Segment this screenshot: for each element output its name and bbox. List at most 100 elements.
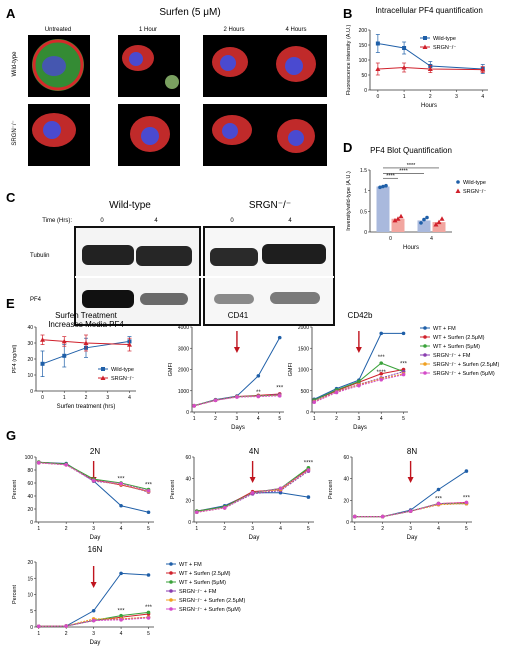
panel-letter-c: C: [6, 190, 16, 205]
x-tick-label: 4: [120, 631, 123, 637]
x-tick-label: 5: [147, 631, 150, 637]
x-tick-label: 5: [147, 526, 150, 532]
x-tick-label: 5: [465, 526, 468, 532]
legend-marker: [169, 571, 173, 575]
legend-marker: [423, 36, 427, 40]
y-tick-label: 0: [364, 230, 367, 236]
blot-band-pf4-ko-4: [270, 292, 320, 304]
data-point: [375, 41, 380, 46]
y-tick-label: 60: [185, 455, 191, 461]
data-point: [235, 395, 239, 399]
legend-label: Wild-type: [111, 367, 134, 373]
x-tick-label: 3: [106, 395, 109, 401]
x-tick-label: 3: [357, 416, 360, 422]
replicate-point: [395, 216, 401, 221]
y-tick-label: 20: [27, 560, 33, 566]
x-axis-label: Day: [90, 535, 101, 541]
legend-label: SRGN⁻/⁻ + FM: [179, 589, 217, 595]
significance-label: ***: [118, 476, 126, 482]
data-point: [464, 469, 469, 473]
x-tick-label: 0: [41, 395, 44, 401]
x-tick-label: 4: [279, 526, 282, 532]
x-tick-label: 4: [437, 526, 440, 532]
significance-label: ***: [400, 361, 408, 367]
blot-band-pf4-ko-0: [214, 294, 254, 304]
legend-label: WT + Surfen (5μM): [179, 580, 226, 586]
y-tick-label: 1.5: [360, 168, 367, 174]
data-point: [36, 461, 41, 465]
legend-marker: [456, 180, 460, 184]
data-point: [402, 46, 407, 50]
x-axis-label: Surfen treatment (hrs): [57, 404, 116, 410]
replicate-point: [419, 221, 423, 225]
x-tick-label: 5: [278, 416, 281, 422]
series-line: [38, 462, 149, 492]
legend-label: WT + Surfen (2.5μM): [433, 335, 485, 341]
microscopy-row-wt: Wild-type: [12, 51, 18, 77]
blot-time-3: 4: [288, 218, 292, 224]
replicate-point: [425, 215, 429, 220]
bar: [376, 186, 390, 232]
treatment-arrow-head: [355, 347, 362, 353]
microscopy-panel: Surfen (5 μM) Untreated 1 Hour 2 Hours 4…: [12, 7, 327, 166]
micro-cell: [32, 39, 84, 91]
y-axis-label: Percent: [12, 480, 18, 499]
micro-nucleus: [43, 121, 61, 139]
blot-band-tubulin-ko-0: [210, 248, 258, 266]
data-point: [250, 490, 255, 495]
chart-pf4-blot-quantification: PF4 Blot Quantification 0 0.5 1 1.5 Hours Inve…: [346, 146, 486, 251]
legend-marker: [169, 598, 173, 602]
x-tick-label: 0: [376, 94, 379, 100]
panel-letter-d: D: [343, 140, 352, 155]
y-tick-label: 0: [188, 520, 191, 526]
y-tick-label: 40: [27, 325, 33, 331]
x-tick-label: 3: [409, 526, 412, 532]
data-point: [91, 608, 96, 613]
y-tick-label: 1: [364, 189, 367, 195]
chart-title: 2N: [90, 447, 100, 456]
data-point: [312, 400, 317, 405]
x-axis-label: Day: [407, 535, 418, 541]
y-tick-label: 30: [27, 341, 33, 347]
data-point: [126, 342, 132, 347]
chart-title: PF4 Blot Quantification: [370, 146, 452, 155]
data-point: [379, 331, 384, 336]
x-axis-label: Days: [353, 425, 367, 431]
y-axis-label: Fluorescence intensity (A.U.): [346, 25, 352, 96]
legend-label: WT + Surfen (2.5μM): [179, 571, 231, 577]
y-tick-label: 0: [30, 625, 33, 631]
y-tick-label: 1000: [298, 368, 309, 374]
chart-title: 8N: [407, 447, 417, 456]
legend-marker: [422, 44, 428, 49]
legend-label: SRGN⁻/⁻: [111, 376, 134, 382]
data-point: [357, 383, 361, 388]
legend-label: SRGN⁻/⁻ + Surfen (2.5μM): [433, 362, 499, 368]
y-tick-label: 0: [364, 88, 367, 94]
x-tick-label: 4: [128, 395, 131, 401]
significance-label: **: [256, 390, 261, 396]
legend-marker: [423, 362, 427, 366]
legend-marker: [423, 371, 427, 375]
data-point: [62, 353, 67, 358]
x-tick-label: 2: [381, 526, 384, 532]
data-point: [119, 503, 123, 508]
legend-label: WT + FM: [433, 326, 456, 332]
x-tick-label: 1: [37, 526, 40, 532]
blot-group-ko: SRGN⁻/⁻: [249, 200, 291, 211]
legend-label: SRGN⁻/⁻ + Surfen (5μM): [179, 607, 241, 613]
significance-label: ****: [377, 370, 387, 376]
x-tick-label: 1: [193, 416, 196, 422]
x-tick-label: 3: [92, 526, 95, 532]
y-tick-label: 10: [27, 373, 33, 379]
replicate-point: [384, 183, 388, 188]
x-tick-label: 5: [402, 416, 405, 422]
data-point: [64, 624, 68, 628]
microscopy-col-untreated: Untreated: [45, 27, 71, 33]
data-point: [40, 361, 45, 366]
y-axis-label: PF4 (ng/ml): [12, 344, 18, 373]
y-tick-label: 2000: [298, 325, 309, 331]
blot-band-pf4: PF4: [30, 297, 42, 303]
data-point: [146, 573, 151, 577]
